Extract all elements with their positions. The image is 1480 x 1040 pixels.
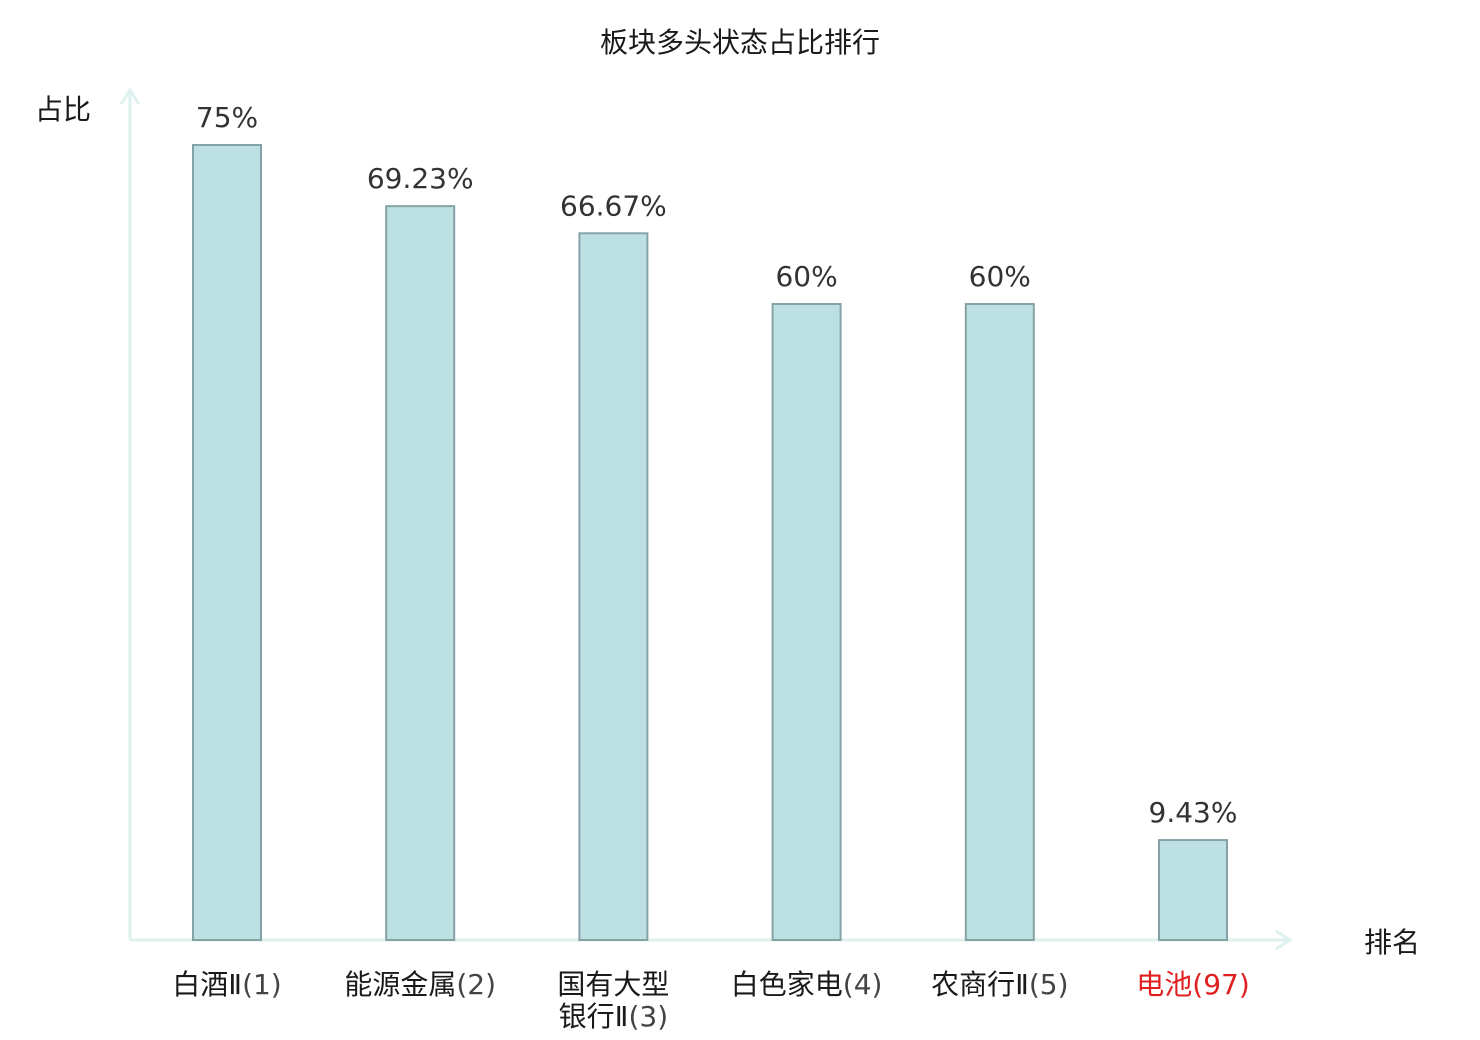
- value-label: 75%: [196, 101, 258, 134]
- bar: [578, 232, 649, 942]
- chart-title: 板块多头状态占比排行: [600, 26, 880, 59]
- category-label: 能源金属(2): [344, 968, 496, 1001]
- value-label: 66.67%: [560, 189, 667, 222]
- bar: [1158, 839, 1228, 941]
- y-axis-label: 占比: [35, 93, 91, 126]
- category-label: 银行Ⅱ(3): [559, 1000, 668, 1033]
- axes: [119, 87, 1293, 951]
- category-label: 白酒Ⅱ(1): [172, 968, 281, 1001]
- bar: [771, 303, 842, 941]
- x-axis-arrow: [1275, 929, 1293, 951]
- category-label: 电池(97): [1136, 968, 1250, 1001]
- bar: [192, 144, 262, 941]
- value-labels: 75% 69.23% 66.67% 60% 60% 9.43%: [196, 101, 1238, 829]
- value-label: 60%: [969, 260, 1031, 293]
- category-label: 农商行Ⅱ(5): [931, 968, 1068, 1001]
- category-label: 白色家电(4): [731, 968, 883, 1001]
- bar: [964, 303, 1035, 941]
- y-axis-arrow: [119, 87, 141, 105]
- bars: [192, 144, 1228, 942]
- category-label: 国有大型: [557, 968, 669, 1001]
- value-label: 69.23%: [367, 162, 474, 195]
- value-label: 9.43%: [1149, 796, 1238, 829]
- value-label: 60%: [775, 260, 837, 293]
- x-axis-label: 排名: [1364, 926, 1420, 959]
- bar: [385, 205, 456, 942]
